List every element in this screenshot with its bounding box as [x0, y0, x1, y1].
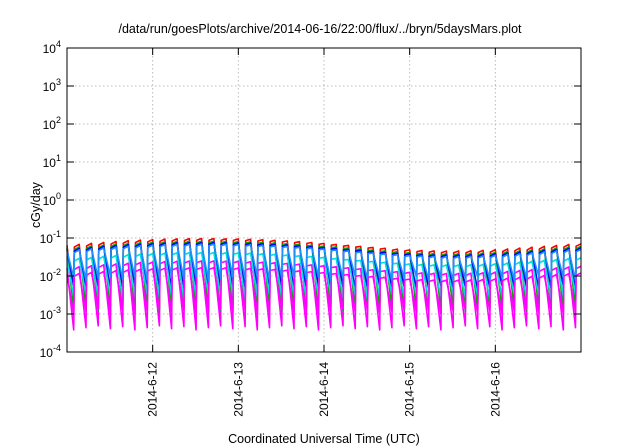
axes [66, 47, 582, 353]
x-axis-label: Coordinated Universal Time (UTC) [228, 432, 420, 446]
y-tick-label: 100 [43, 191, 61, 208]
series-line [66, 240, 582, 312]
x-tick-label: 2014-6-13 [231, 362, 245, 417]
chart-title: /data/run/goesPlots/archive/2014-06-16/2… [118, 22, 522, 36]
x-tick-label: 2014-6-14 [317, 362, 331, 417]
y-tick-labels: 10-4 10-3 10-2 10-1 100 101 102 103 104 [40, 39, 61, 360]
y-tick-label: 104 [43, 39, 61, 56]
x-tick-label: 2014-6-15 [403, 362, 417, 417]
x-tick-label: 2014-6-12 [146, 362, 160, 417]
y-tick-label: 10-1 [40, 229, 61, 246]
y-tick-label: 10-3 [40, 305, 61, 322]
grid [67, 48, 581, 352]
series-group [66, 237, 582, 331]
series-line [66, 241, 582, 291]
y-tick-label: 10-2 [40, 267, 61, 284]
series-line [66, 260, 582, 331]
y-tick-label: 101 [43, 153, 61, 170]
x-tick-label: 2014-6-16 [488, 362, 502, 417]
series-line [66, 266, 582, 315]
y-tick-label: 103 [43, 77, 61, 94]
y-axis-label: cGy/day [29, 181, 43, 228]
y-tick-label: 102 [43, 115, 61, 132]
series-line [66, 237, 582, 310]
x-tick-labels: 2014-6-12 2014-6-13 2014-6-14 2014-6-15 2014… [146, 362, 503, 417]
plot-frame [66, 47, 582, 353]
series-line [66, 251, 582, 300]
series-line [66, 243, 582, 282]
y-tick-label: 10-4 [40, 343, 61, 360]
